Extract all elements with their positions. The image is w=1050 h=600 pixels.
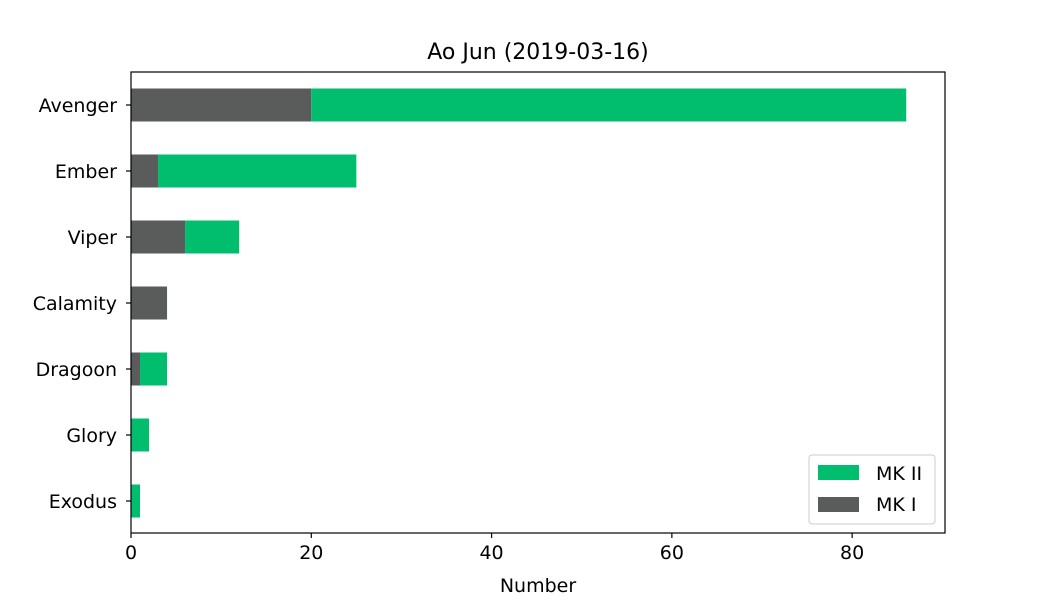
bar-ember-mk-ii	[158, 154, 357, 188]
x-axis-ticks: 0 20 40 60 80	[125, 533, 864, 564]
bar-glory-mk-ii	[131, 418, 150, 452]
x-axis-label: Number	[500, 575, 577, 597]
chart-title: Ao Jun (2019-03-16)	[427, 40, 649, 65]
legend-label-mk-ii: MK II	[876, 463, 922, 485]
y-tick-label-ember: Ember	[55, 161, 117, 183]
y-tick-label-dragoon: Dragoon	[36, 359, 117, 381]
bar-exodus-mk-ii	[131, 484, 141, 518]
bar-avenger-mk-i	[131, 88, 312, 122]
y-tick-label-calamity: Calamity	[33, 293, 117, 315]
x-tick-label-40: 40	[479, 542, 503, 564]
bar-ember-mk-i	[131, 154, 159, 188]
y-tick-label-viper: Viper	[68, 227, 118, 249]
y-tick-label-avenger: Avenger	[39, 95, 118, 117]
bar-viper-mk-i	[131, 220, 186, 254]
x-tick-label-0: 0	[125, 542, 137, 564]
legend: MK II MK I	[808, 454, 936, 525]
legend-swatch-mk-ii	[818, 465, 859, 480]
legend-label-mk-i: MK I	[876, 494, 917, 516]
plot-frame	[130, 71, 946, 534]
legend-swatch-mk-i	[818, 497, 859, 512]
bar-calamity-mk-i	[131, 286, 168, 320]
x-tick-label-60: 60	[660, 542, 684, 564]
y-axis-ticks: Avenger Ember Viper Calamity Dragoon Glory Exo…	[33, 95, 131, 513]
bars-group	[131, 88, 907, 518]
x-tick-label-20: 20	[299, 542, 323, 564]
bar-avenger-mk-ii	[311, 88, 907, 122]
bar-dragoon-mk-ii	[140, 352, 168, 386]
bar-dragoon-mk-i	[131, 352, 141, 386]
x-tick-label-80: 80	[840, 542, 864, 564]
bar-viper-mk-ii	[185, 220, 240, 254]
y-tick-label-glory: Glory	[66, 425, 117, 447]
y-tick-label-exodus: Exodus	[49, 491, 117, 513]
